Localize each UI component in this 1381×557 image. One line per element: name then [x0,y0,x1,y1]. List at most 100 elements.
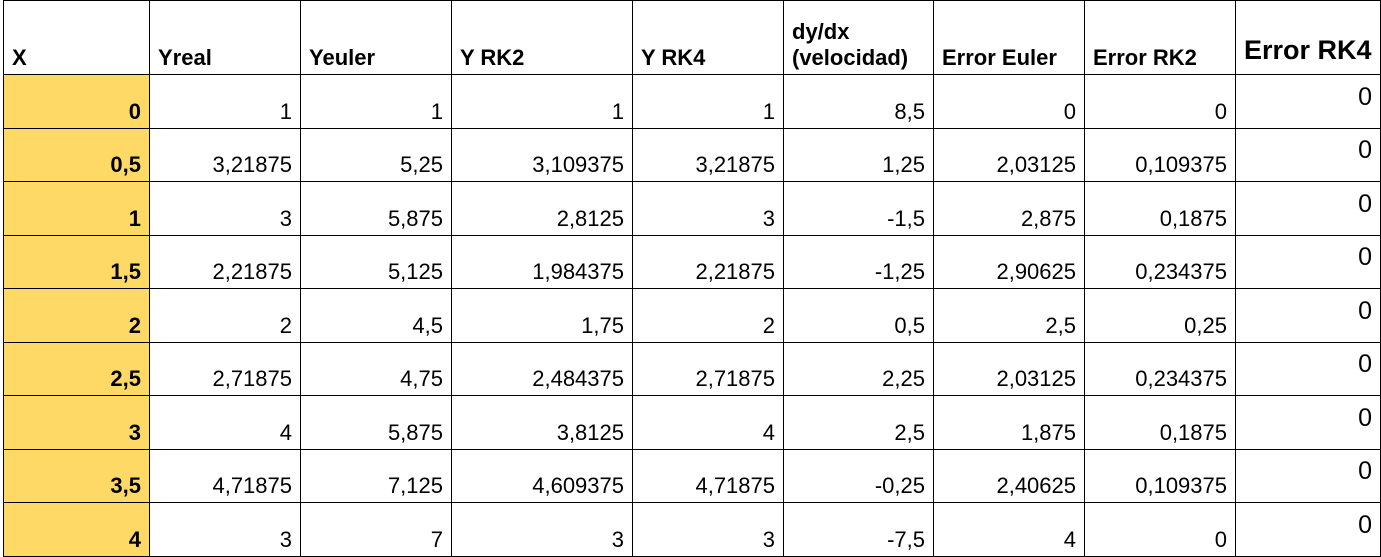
table-row: 1,5 2,21875 5,125 1,984375 2,21875 -1,25 2,906… [3,234,1381,289]
cell-dydx: 8,5 [783,74,934,129]
table-row: 3,5 4,71875 7,125 4,609375 4,71875 -0,25 2,406… [3,448,1381,503]
cell-y-rk2: 1,75 [451,288,633,343]
cell-dydx: -7,5 [783,502,934,557]
cell-error-rk2: 0 [1084,74,1236,129]
table-row: 1 3 5,875 2,8125 3 -1,5 2,875 0,1875 0 [3,181,1381,236]
cell-yreal: 4 [149,395,301,450]
cell-y-rk4: 3,21875 [632,127,784,182]
cell-yeuler: 4,75 [300,341,452,396]
cell-error-rk4: 0 [1235,341,1381,396]
cell-x: 4 [3,502,150,557]
cell-error-rk2: 0,109375 [1084,448,1236,503]
header-y-rk2: Y RK2 [451,0,633,75]
cell-y-rk4: 2,21875 [632,234,784,289]
cell-x: 2 [3,288,150,343]
cell-dydx: -0,25 [783,448,934,503]
results-table: X Yreal Yeuler Y RK2 Y RK4 dy/dx (veloci… [3,0,1381,557]
cell-error-euler: 2,03125 [933,127,1085,182]
cell-dydx: -1,25 [783,234,934,289]
cell-error-rk4: 0 [1235,74,1381,129]
cell-x: 1 [3,181,150,236]
cell-dydx: 2,5 [783,395,934,450]
cell-yeuler: 1 [300,74,452,129]
cell-y-rk4: 3 [632,181,784,236]
cell-yreal: 3 [149,502,301,557]
cell-x: 2,5 [3,341,150,396]
cell-yeuler: 7,125 [300,448,452,503]
cell-yreal: 1 [149,74,301,129]
header-x: X [3,0,150,75]
table-row: 4 3 7 3 3 -7,5 4 0 0 [3,502,1381,557]
cell-yeuler: 5,875 [300,395,452,450]
cell-error-rk2: 0,234375 [1084,234,1236,289]
cell-yeuler: 4,5 [300,288,452,343]
header-y-rk4: Y RK4 [632,0,784,75]
cell-error-euler: 2,5 [933,288,1085,343]
cell-y-rk4: 2,71875 [632,341,784,396]
cell-yeuler: 5,125 [300,234,452,289]
table-row: 0 1 1 1 1 8,5 0 0 0 [3,74,1381,129]
cell-y-rk2: 3 [451,502,633,557]
cell-error-rk4: 0 [1235,181,1381,236]
cell-x: 0 [3,74,150,129]
cell-error-rk2: 0 [1084,502,1236,557]
cell-y-rk2: 3,8125 [451,395,633,450]
cell-y-rk2: 2,484375 [451,341,633,396]
table-row: 3 4 5,875 3,8125 4 2,5 1,875 0,1875 0 [3,395,1381,450]
cell-x: 3 [3,395,150,450]
cell-dydx: 1,25 [783,127,934,182]
cell-error-euler: 2,40625 [933,448,1085,503]
cell-y-rk2: 1,984375 [451,234,633,289]
cell-error-rk4: 0 [1235,395,1381,450]
cell-x: 0,5 [3,127,150,182]
cell-y-rk2: 1 [451,74,633,129]
cell-error-euler: 0 [933,74,1085,129]
cell-yreal: 2,21875 [149,234,301,289]
cell-error-euler: 2,875 [933,181,1085,236]
cell-error-euler: 4 [933,502,1085,557]
cell-error-euler: 1,875 [933,395,1085,450]
table-row: 0,5 3,21875 5,25 3,109375 3,21875 1,25 2,03125… [3,127,1381,182]
header-error-rk2: Error RK2 [1084,0,1236,75]
cell-yreal: 2,71875 [149,341,301,396]
cell-error-rk2: 0,109375 [1084,127,1236,182]
cell-error-rk2: 0,234375 [1084,341,1236,396]
cell-y-rk4: 4,71875 [632,448,784,503]
cell-y-rk2: 3,109375 [451,127,633,182]
cell-y-rk4: 4 [632,395,784,450]
cell-error-rk2: 0,1875 [1084,181,1236,236]
cell-error-euler: 2,03125 [933,341,1085,396]
cell-dydx: -1,5 [783,181,934,236]
cell-x: 1,5 [3,234,150,289]
cell-error-rk4: 0 [1235,127,1381,182]
cell-dydx: 2,25 [783,341,934,396]
table-body: 0 1 1 1 1 8,5 0 0 0 0,5 3,21875 5,25 3,109375 3,21875… [3,74,1381,557]
cell-error-rk2: 0,1875 [1084,395,1236,450]
header-error-euler: Error Euler [933,0,1085,75]
cell-error-rk4: 0 [1235,288,1381,343]
cell-error-rk4: 0 [1235,234,1381,289]
cell-y-rk2: 4,609375 [451,448,633,503]
cell-yreal: 4,71875 [149,448,301,503]
cell-yreal: 3 [149,181,301,236]
cell-x: 3,5 [3,448,150,503]
cell-yreal: 2 [149,288,301,343]
cell-y-rk2: 2,8125 [451,181,633,236]
header-yeuler: Yeuler [300,0,452,75]
cell-yeuler: 5,875 [300,181,452,236]
cell-yeuler: 7 [300,502,452,557]
header-row: X Yreal Yeuler Y RK2 Y RK4 dy/dx (veloci… [3,0,1381,75]
header-dydx: dy/dx (velocidad) [783,0,934,75]
cell-y-rk4: 2 [632,288,784,343]
table-row: 2 2 4,5 1,75 2 0,5 2,5 0,25 0 [3,288,1381,343]
cell-error-rk4: 0 [1235,448,1381,503]
cell-error-rk4: 0 [1235,502,1381,557]
cell-yreal: 3,21875 [149,127,301,182]
cell-y-rk4: 3 [632,502,784,557]
header-error-rk4: Error RK4 [1235,0,1381,75]
header-yreal: Yreal [149,0,301,75]
cell-dydx: 0,5 [783,288,934,343]
cell-yeuler: 5,25 [300,127,452,182]
cell-error-rk2: 0,25 [1084,288,1236,343]
cell-y-rk4: 1 [632,74,784,129]
